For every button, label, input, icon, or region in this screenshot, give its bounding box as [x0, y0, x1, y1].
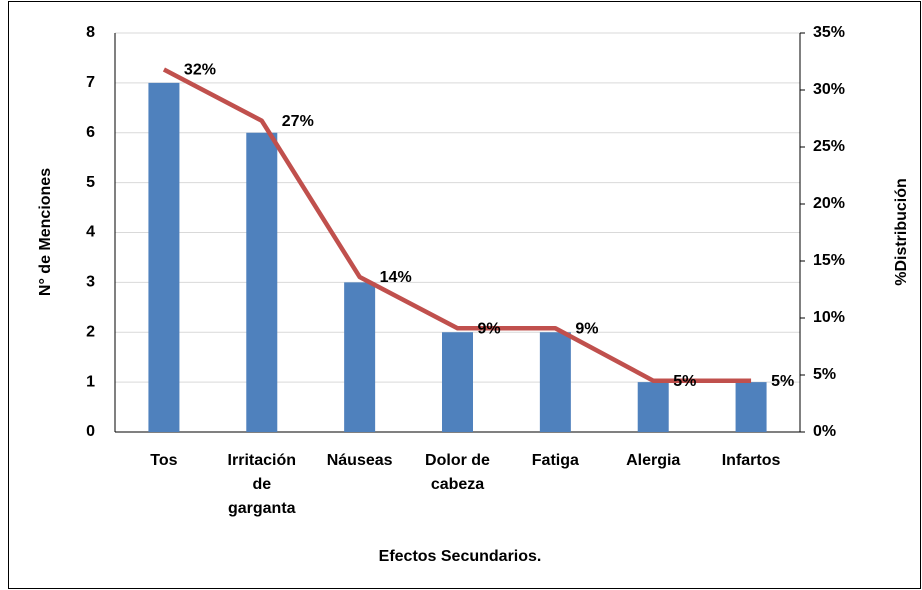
y2-tick-label: 5% [813, 366, 836, 383]
y2-tick-label: 10% [813, 309, 845, 326]
y-tick-label: 5 [86, 174, 95, 191]
y-tick-label: 8 [86, 24, 95, 41]
y-axis-title: N° de Menciones [37, 168, 54, 296]
bar [539, 332, 571, 432]
bar [637, 382, 669, 432]
y2-tick-label: 15% [813, 252, 845, 269]
y2-tick-label: 20% [813, 195, 845, 212]
x-tick-label: Infartos [722, 452, 781, 469]
y-tick-label: 2 [86, 323, 95, 340]
x-tick-label: Fatiga [532, 452, 579, 469]
bar [442, 332, 473, 432]
y2-tick-label: 30% [813, 81, 845, 98]
y2-axis-title: %Distribución [893, 178, 910, 286]
data-label: 5% [673, 373, 696, 390]
data-label: 9% [575, 320, 598, 337]
y2-tick-label: 25% [813, 138, 845, 155]
x-tick-label: Náuseas [327, 452, 393, 469]
bar [344, 282, 376, 432]
data-label: 5% [771, 373, 794, 390]
x-tick-label: Irritación [228, 452, 296, 469]
x-tick-label: cabeza [431, 476, 484, 493]
y-tick-label: 4 [86, 224, 95, 241]
y-tick-label: 6 [86, 124, 95, 141]
x-tick-label: garganta [228, 500, 296, 517]
x-tick-label: de [252, 476, 271, 493]
data-label: 9% [478, 320, 501, 337]
bar [148, 82, 180, 432]
y-tick-label: 7 [86, 74, 95, 91]
x-tick-label: Dolor de [425, 452, 490, 469]
line [162, 67, 752, 383]
data-label: 14% [380, 269, 412, 286]
y2-tick-label: 0% [813, 423, 836, 440]
data-label: 27% [282, 113, 314, 130]
bar [735, 382, 767, 432]
chart-frame [8, 1, 921, 589]
y-tick-label: 1 [86, 373, 95, 390]
x-axis-title: Efectos Secundarios. [379, 548, 542, 565]
x-tick-label: Alergia [626, 452, 680, 469]
bar [246, 132, 278, 432]
y2-tick-label: 35% [813, 24, 845, 41]
y-tick-label: 3 [86, 274, 95, 291]
data-label: 32% [184, 62, 216, 79]
y-tick-label: 0 [86, 423, 95, 440]
x-tick-label: Tos [150, 452, 177, 469]
